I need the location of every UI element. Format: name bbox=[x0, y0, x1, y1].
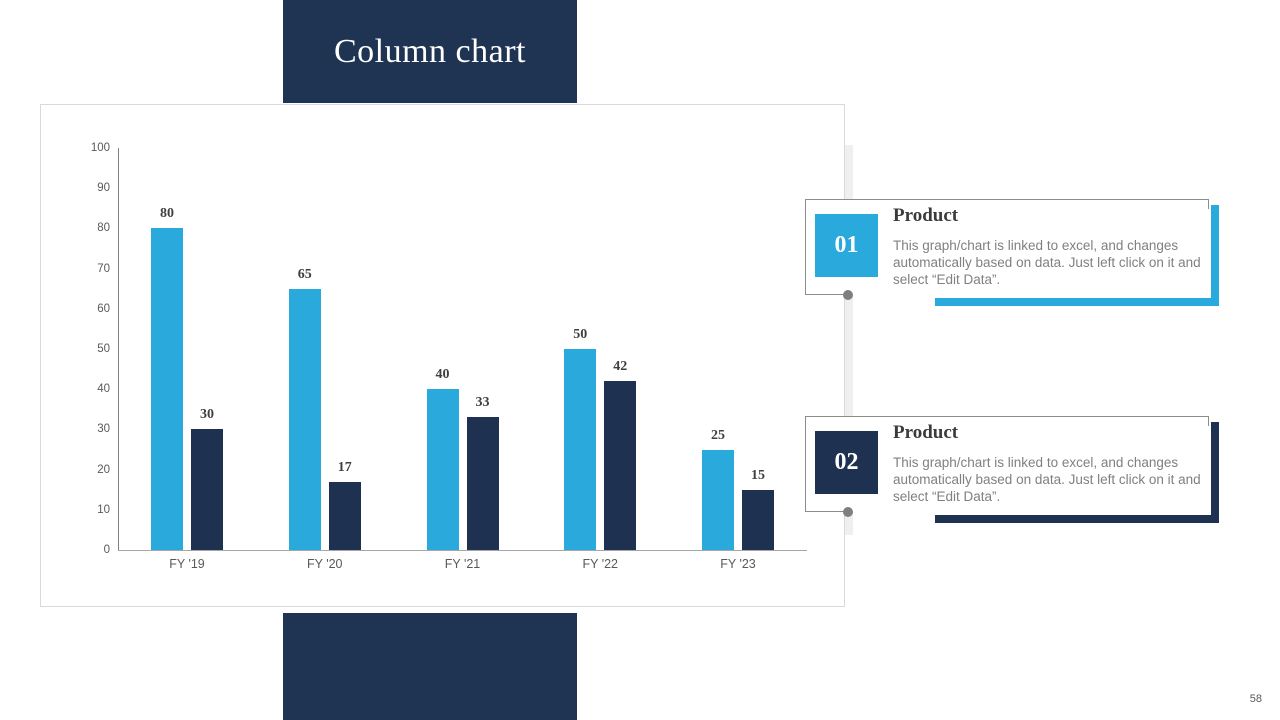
callout-number-badge: 01 bbox=[815, 214, 878, 277]
y-axis-tick-label: 0 bbox=[103, 544, 110, 556]
callout-body-text: This graph/chart is linked to excel, and… bbox=[893, 238, 1201, 287]
bar-value-label: 80 bbox=[160, 206, 174, 222]
y-axis-tick-label: 60 bbox=[97, 302, 110, 315]
callout-connector-dot bbox=[843, 507, 853, 517]
column-bar-series-2 bbox=[328, 481, 361, 550]
y-axis-tick-label: 40 bbox=[97, 383, 110, 396]
page-number: 58 bbox=[1249, 693, 1262, 705]
x-axis-category-label: FY '19 bbox=[169, 557, 205, 571]
column-bar-series-2 bbox=[742, 489, 774, 550]
callout-card-1: 01 Product This graph/chart is linked to… bbox=[805, 199, 1219, 306]
y-axis-tick-label: 30 bbox=[97, 423, 110, 436]
callout-accent-bar bbox=[935, 515, 1219, 523]
title-band: Column chart bbox=[283, 0, 577, 103]
y-axis-tick-label: 90 bbox=[97, 182, 110, 195]
bar-value-label: 50 bbox=[573, 327, 588, 342]
x-axis-category-label: FY '20 bbox=[306, 557, 343, 571]
callout-body-text: This graph/chart is linked to excel, and… bbox=[893, 455, 1201, 504]
callout-accent-bar bbox=[1211, 205, 1219, 305]
y-axis-tick-label: 70 bbox=[97, 262, 110, 275]
column-bar-series-1 bbox=[564, 349, 597, 550]
bar-value-label: 30 bbox=[200, 407, 214, 423]
callout-outline bbox=[1208, 416, 1209, 426]
y-axis-tick-label: 100 bbox=[90, 142, 110, 154]
x-axis-category-label: FY '22 bbox=[582, 557, 618, 571]
callout-outline bbox=[805, 199, 1209, 200]
slide-title: Column chart bbox=[333, 32, 527, 70]
y-axis-tick-label: 20 bbox=[97, 463, 110, 476]
column-bar-series-1 bbox=[702, 449, 734, 550]
bar-value-label: 15 bbox=[751, 467, 765, 483]
column-chart-panel[interactable]: 0 10 20 30 40 50 60 70 80 90 100 FY '19 80 30 FY '20 65… bbox=[40, 104, 845, 607]
column-bar-series-2 bbox=[466, 417, 499, 550]
bottom-decoration-band bbox=[283, 613, 577, 720]
callout-accent-bar bbox=[1211, 422, 1219, 522]
bar-value-label: 42 bbox=[613, 359, 628, 375]
column-chart-plot-area: 0 10 20 30 40 50 60 70 80 90 100 FY '19 80 30 FY '20 65… bbox=[41, 105, 844, 606]
callout-connector-line bbox=[845, 145, 853, 535]
y-axis-tick-label: 50 bbox=[97, 343, 110, 355]
callout-accent-bar bbox=[935, 298, 1219, 306]
callout-outline bbox=[805, 511, 849, 512]
x-axis-category-label: FY '21 bbox=[444, 557, 481, 571]
bar-value-label: 40 bbox=[435, 367, 450, 383]
callout-outline bbox=[805, 416, 1209, 417]
callout-outline bbox=[805, 294, 849, 295]
y-axis-tick-label: 80 bbox=[97, 222, 110, 235]
callout-connector-dot bbox=[843, 290, 853, 300]
y-axis-line bbox=[118, 148, 119, 550]
callout-outline bbox=[805, 199, 806, 295]
callout-number-badge: 02 bbox=[815, 431, 878, 494]
bar-value-label: 17 bbox=[337, 459, 352, 475]
callout-outline bbox=[805, 416, 806, 512]
callout-title: Product bbox=[893, 205, 959, 226]
column-bar-series-2 bbox=[191, 429, 223, 550]
x-axis-category-label: FY '23 bbox=[720, 557, 756, 571]
column-bar-series-1 bbox=[151, 228, 183, 550]
column-bar-series-1 bbox=[426, 389, 459, 550]
bar-value-label: 65 bbox=[297, 266, 312, 282]
callout-title: Product bbox=[893, 422, 959, 443]
y-axis-tick-label: 10 bbox=[97, 503, 110, 516]
callout-outline bbox=[1208, 199, 1209, 209]
column-bar-series-2 bbox=[604, 381, 637, 550]
x-axis-line bbox=[118, 550, 807, 551]
bar-value-label: 33 bbox=[475, 395, 490, 411]
bar-value-label: 25 bbox=[711, 427, 725, 443]
column-bar-series-1 bbox=[288, 288, 321, 550]
callout-card-2: 02 Product This graph/chart is linked to… bbox=[805, 416, 1219, 523]
